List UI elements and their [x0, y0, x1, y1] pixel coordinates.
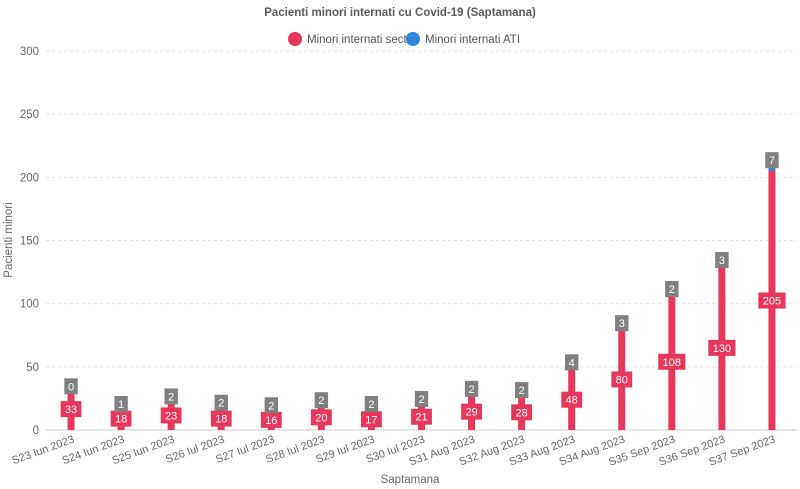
- y-tick-label: 250: [20, 109, 39, 121]
- legend-swatch: [288, 32, 302, 46]
- data-label-sectii: 108: [658, 353, 686, 370]
- data-label-text: 130: [713, 343, 731, 355]
- y-axis-title: Pacienti minori: [3, 202, 15, 277]
- legend-entry: Minori internati sectii: [307, 34, 412, 46]
- data-label-ati: 3: [715, 251, 729, 268]
- data-label-text: 17: [365, 414, 377, 426]
- data-label-text: 2: [368, 399, 374, 411]
- data-label-sectii: 18: [210, 410, 232, 427]
- chart-title: Pacienti minori internati cu Covid-19 (S…: [264, 7, 536, 19]
- data-label-sectii: 17: [361, 411, 382, 428]
- data-label-ati: 2: [314, 392, 329, 409]
- data-label-text: 4: [569, 357, 575, 369]
- data-label-sectii: 130: [708, 339, 736, 356]
- legend: Minori internati sectii Minori internati …: [288, 32, 520, 46]
- data-label-sectii: 205: [758, 292, 786, 309]
- data-label-ati: 2: [264, 397, 278, 414]
- data-label-sectii: 48: [561, 391, 583, 408]
- data-label-text: 2: [669, 284, 675, 296]
- data-label-text: 20: [315, 412, 327, 424]
- data-label-sectii: 23: [160, 407, 182, 424]
- data-label-text: 2: [268, 400, 274, 412]
- data-label-ati: 2: [414, 390, 429, 407]
- data-label-text: 48: [566, 395, 578, 407]
- data-label-text: 18: [115, 414, 127, 426]
- data-label-sectii: 21: [411, 408, 432, 425]
- data-label-text: 1: [118, 399, 124, 411]
- data-label-sectii: 20: [310, 409, 332, 426]
- data-label-text: 21: [415, 412, 427, 424]
- data-label-text: 29: [465, 407, 477, 419]
- data-label-ati: 4: [565, 354, 579, 371]
- legend-entry: Minori internati ATI: [425, 34, 520, 46]
- x-axis-title: Saptamana: [381, 474, 440, 486]
- y-tick-label: 300: [20, 46, 39, 58]
- data-label-text: 80: [616, 374, 628, 386]
- y-tick-label: 0: [33, 425, 39, 437]
- y-tick-label: 200: [20, 172, 39, 184]
- data-label-text: 3: [719, 255, 725, 267]
- data-label-text: 7: [769, 155, 775, 167]
- data-label-ati: 2: [665, 281, 679, 298]
- data-label-text: 33: [65, 404, 77, 416]
- data-label-text: 2: [418, 394, 424, 406]
- data-label-ati: 2: [164, 388, 178, 405]
- y-tick-label: 50: [26, 362, 39, 374]
- data-label-text: 2: [519, 385, 525, 397]
- data-label-text: 2: [168, 391, 174, 403]
- data-label-ati: 2: [464, 380, 479, 397]
- data-label-sectii: 28: [511, 404, 533, 421]
- data-label-sectii: 33: [60, 401, 82, 418]
- data-label-text: 0: [68, 381, 74, 393]
- data-label-text: 28: [516, 407, 528, 419]
- data-label-sectii: 80: [611, 371, 633, 388]
- data-label-ati: 1: [114, 395, 128, 412]
- data-label-sectii: 18: [110, 410, 132, 427]
- data-label-text: 3: [619, 318, 625, 330]
- data-label-ati: 7: [765, 152, 779, 169]
- data-label-text: 205: [763, 296, 781, 308]
- data-label-ati: 0: [64, 378, 78, 395]
- data-labels: 3301812321821622021722122922824848031082…: [60, 152, 786, 428]
- data-label-ati: 2: [214, 394, 228, 411]
- y-tick-label: 150: [20, 236, 39, 248]
- data-label-text: 16: [265, 415, 277, 427]
- data-label-text: 2: [469, 384, 475, 396]
- data-label-text: 108: [663, 357, 681, 369]
- legend-swatch: [406, 32, 420, 46]
- data-label-text: 2: [318, 395, 324, 407]
- data-label-sectii: 16: [260, 411, 282, 428]
- data-label-ati: 2: [364, 395, 379, 412]
- data-label-ati: 2: [514, 382, 529, 399]
- data-label-text: 23: [165, 410, 177, 422]
- data-label-sectii: 29: [461, 403, 482, 420]
- y-tick-label: 100: [20, 299, 39, 311]
- data-label-text: 2: [218, 398, 224, 410]
- data-label-text: 18: [215, 414, 227, 426]
- data-label-ati: 3: [615, 315, 629, 332]
